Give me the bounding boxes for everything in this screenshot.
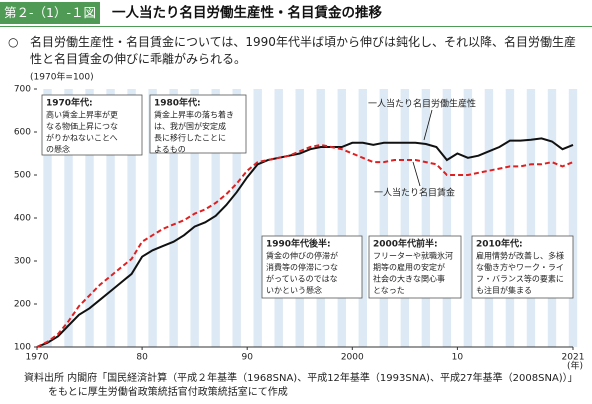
annotation-text: 消費等の停滞につな	[266, 262, 338, 272]
source-line: をもとに厚生労働省政策統括官付政策統括室にて作成	[48, 387, 288, 398]
background-stripe	[190, 89, 199, 347]
background-stripe	[442, 89, 452, 347]
legend-label: 一人当たり名目労働生産性	[368, 98, 476, 110]
annotation-text: よるもの	[154, 145, 186, 154]
background-stripe	[358, 89, 368, 347]
annotation-box	[368, 235, 462, 299]
annotation-title: 1980年代:	[154, 97, 201, 109]
annotation-text: は、我が国が安定成	[154, 121, 226, 131]
annotation-box	[261, 235, 363, 299]
annotation-text: となった	[373, 286, 405, 295]
annotation-title: 2010年代:	[476, 238, 523, 250]
y-tick-label: 500	[14, 171, 31, 181]
annotation-text: 賃金の伸びの停滞が	[266, 251, 338, 261]
source-line: 資料出所 内閣府「国民経済計算（平成２年基準（1968SNA)、平成12年基準（…	[24, 373, 578, 384]
annotation-text: 長に移行したことに	[154, 133, 226, 143]
background-stripe	[547, 89, 557, 347]
background-stripe	[85, 89, 94, 347]
annotation-text: がりかねないことへ	[46, 133, 118, 143]
x-tick-label: 2000	[341, 353, 364, 363]
annotation-title: 1970年代:	[46, 97, 93, 109]
annotation-text: 高い賃金上昇率が更	[46, 110, 118, 120]
y-tick-label: 300	[14, 257, 31, 267]
annotation-text: いかという懸念	[266, 285, 322, 295]
x-tick-label: 80	[136, 353, 148, 363]
annotation-title: 2000年代前半:	[373, 238, 438, 250]
series-line	[36, 137, 574, 348]
y-tick-label: 600	[14, 128, 31, 138]
y-tick-label: 100	[14, 343, 31, 353]
x-tick-label: 2021	[562, 353, 585, 363]
annotation-text: な働き方やワーク・ライ	[476, 262, 564, 272]
annotation-text: 社会の大きな関心事	[373, 274, 445, 284]
y-tick-label: 700	[14, 85, 31, 95]
background-stripe	[211, 89, 220, 347]
x-tick-label: 90	[241, 353, 253, 363]
annotation-text: 期等の雇用の安定が	[373, 262, 445, 272]
background-stripe	[484, 89, 494, 347]
background-stripe	[127, 89, 136, 347]
background-stripe	[379, 89, 389, 347]
background-stripe	[568, 89, 578, 347]
y-tick-label: 400	[14, 214, 31, 224]
background-stripe	[421, 89, 431, 347]
background-stripe	[148, 89, 157, 347]
description-text: 名目労働生産性・名目賃金については、1990年代半ば頃から伸びは鈍化し、それ以降…	[30, 35, 576, 66]
background-stripe	[526, 89, 536, 347]
background-stripe	[337, 89, 346, 347]
background-stripe	[64, 89, 73, 347]
annotation-box	[41, 94, 143, 156]
figure-title: 一人当たり名目労働生産性・名目賃金の推移	[112, 5, 382, 21]
annotation-text: 雇用情勢が改善し、多様	[476, 251, 564, 261]
annotation-text: も注目が集まる	[476, 285, 532, 295]
description: ○ 名目労働生産性・名目賃金については、1990年代半ば頃から伸びは鈍化し、それ以…	[8, 35, 576, 66]
annotation-text: 賃金上昇率の落ち着き	[154, 110, 234, 120]
x-tick-label: 10	[452, 353, 464, 363]
series-line	[36, 143, 574, 348]
background-stripe	[169, 89, 178, 347]
leader-line	[423, 109, 433, 141]
x-tick-label: 1970	[26, 353, 49, 363]
background-stripe	[295, 89, 304, 347]
background-stripe	[463, 89, 473, 347]
background-stripe	[43, 89, 52, 347]
leader-line	[412, 161, 421, 187]
annotation-text: なる物価上昇につな	[46, 121, 118, 131]
annotation-text: フ・バランス等の要素に	[476, 274, 564, 284]
source: 資料出所 内閣府「国民経済計算（平成２年基準（1968SNA)、平成12年基準（…	[24, 372, 578, 400]
background-stripe	[316, 89, 325, 347]
header-rule	[0, 26, 592, 27]
background-stripe	[505, 89, 515, 347]
annotation-text: の懸念	[46, 144, 70, 154]
x-unit: (年)	[567, 360, 583, 372]
legend-label: 一人当たり名目賃金	[374, 187, 455, 199]
background-stripe	[232, 89, 241, 347]
annotation-text: フリーターや就職氷河	[373, 251, 453, 261]
background-stripe	[106, 89, 115, 347]
annotation-box	[471, 235, 574, 299]
annotation-box	[149, 94, 247, 154]
background-stripe	[400, 89, 410, 347]
y-unit: (1970年=100)	[30, 71, 94, 83]
background-stripe	[253, 89, 262, 347]
annotation-title: 1990年代後半:	[266, 238, 331, 250]
y-tick-label: 200	[14, 300, 31, 310]
background-stripe	[274, 89, 283, 347]
annotation-text: がっているのではな	[266, 274, 338, 284]
figure-number: 第２-（1）-１図	[0, 2, 100, 24]
